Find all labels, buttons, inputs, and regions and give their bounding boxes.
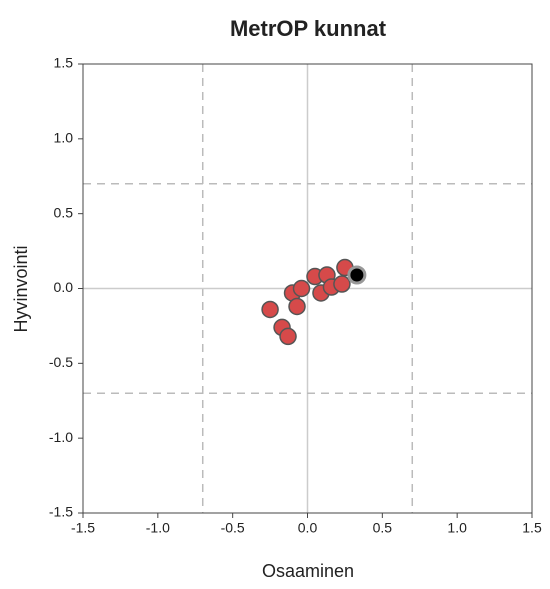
y-tick-label: 0.5 [54, 204, 74, 220]
y-tick-label: 0.0 [54, 279, 74, 295]
point [333, 275, 351, 293]
chart-title: MetrOP kunnat [230, 16, 387, 41]
point [261, 300, 279, 319]
y-tick-label: -1.5 [49, 504, 73, 520]
x-tick-label: -1.0 [146, 520, 170, 536]
x-tick-label: 1.0 [447, 520, 467, 536]
x-axis-label: Osaaminen [262, 561, 354, 581]
x-tick-label: 0.5 [373, 520, 393, 536]
y-axis-label: Hyvinvointi [11, 245, 31, 332]
point [288, 297, 306, 316]
y-tick-label: 1.5 [54, 55, 74, 71]
x-tick-label: -1.5 [71, 520, 95, 536]
y-tick-label: 1.0 [54, 130, 74, 146]
point [279, 327, 297, 346]
x-tick-label: -0.5 [221, 520, 245, 536]
y-tick-label: -0.5 [49, 354, 73, 370]
x-tick-label: 0.0 [298, 520, 318, 536]
y-tick-label: -1.0 [49, 429, 73, 445]
x-tick-label: 1.5 [522, 520, 542, 536]
point [347, 265, 367, 285]
point [292, 279, 311, 298]
